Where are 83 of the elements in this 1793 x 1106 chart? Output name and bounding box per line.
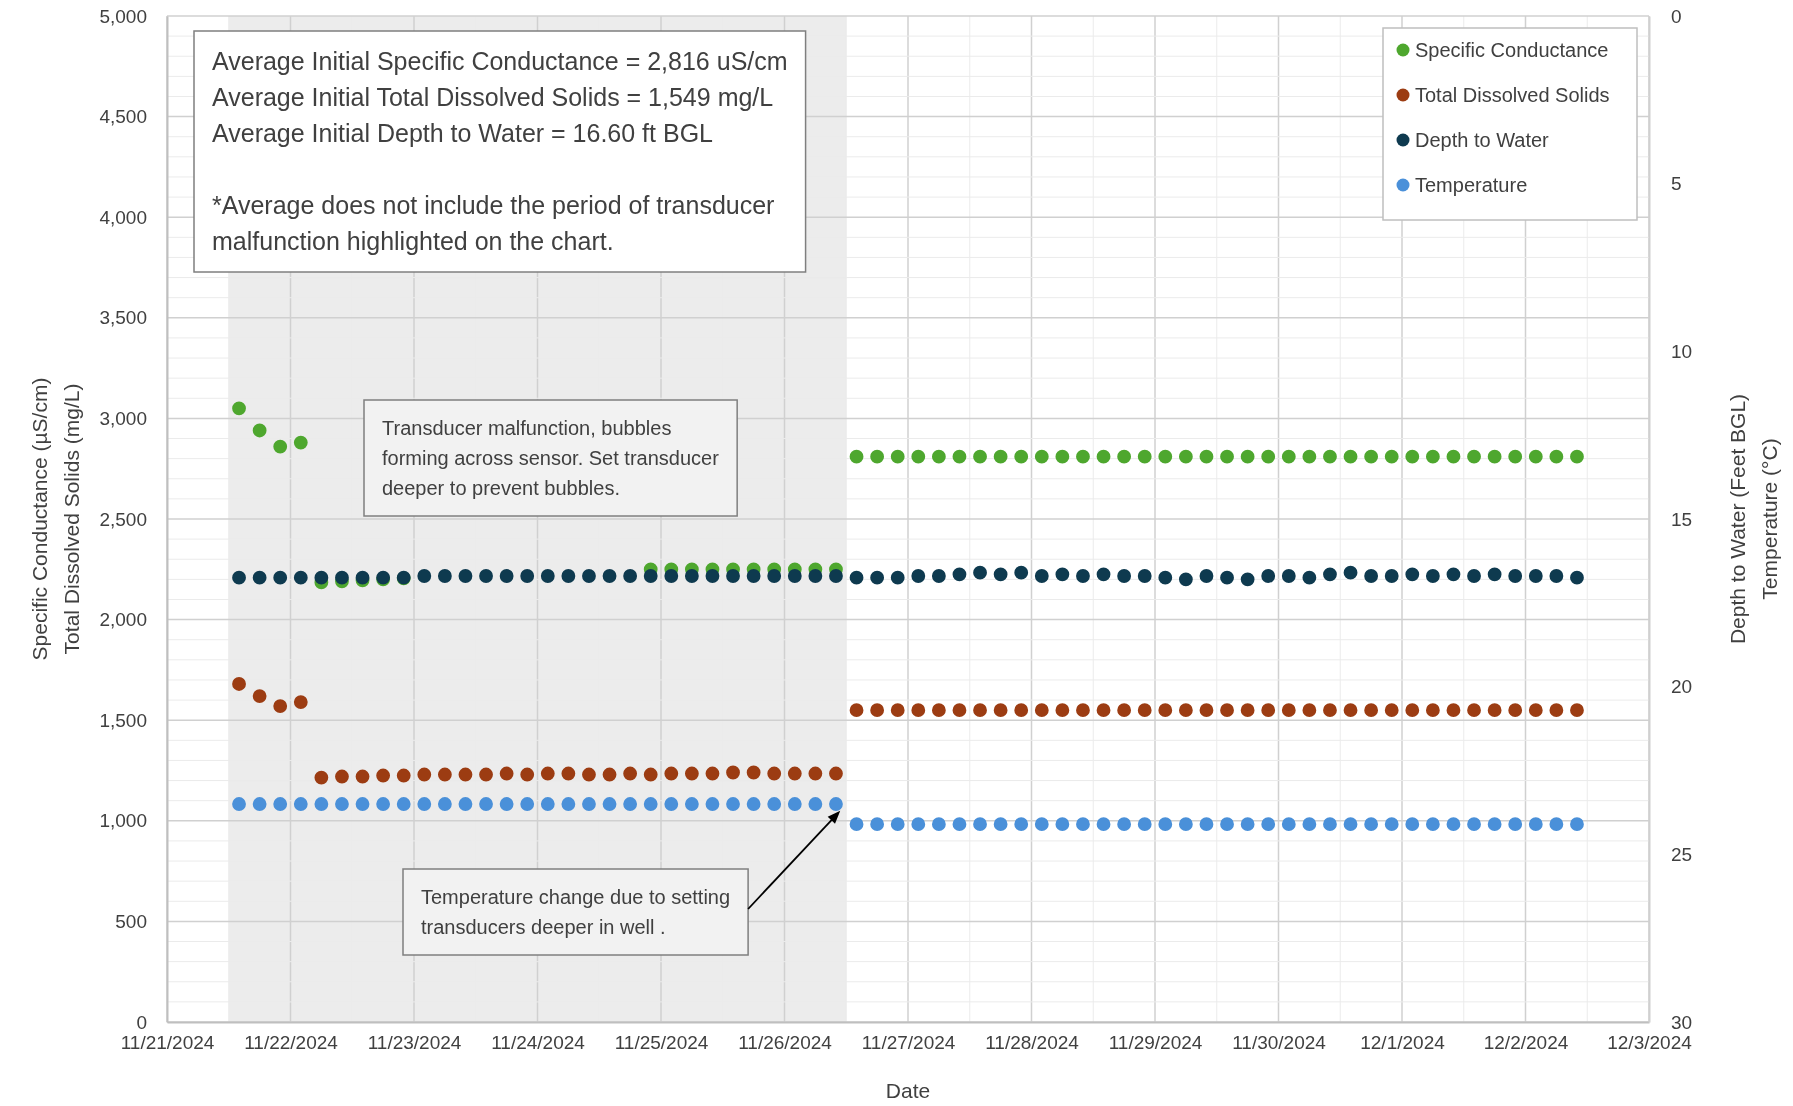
y2-tick-label: 0 [1671,5,1682,27]
y-tick-label: 0 [136,1011,147,1033]
point [273,439,288,454]
x-tick-label: 12/3/2024 [1607,1032,1693,1054]
point [1384,449,1399,464]
point [849,449,864,464]
point [931,449,946,464]
y-tick-label: 4,500 [99,106,147,128]
point [870,449,885,464]
point [1323,449,1337,464]
point [1158,449,1173,464]
point [1117,449,1132,464]
legend-label: Total Dissolved Solids [1415,84,1610,106]
x-tick-label: 11/26/2024 [738,1032,833,1054]
point [293,435,308,450]
point [1302,449,1317,464]
y-axis-title: Specific Conductance (µS/cm) Total Dissolved Solids (mg/L) [28,377,83,661]
x-tick-label: 11/23/2024 [367,1032,462,1054]
y-tick-label: 4,000 [99,206,147,228]
y-tick-label: 3,500 [99,307,147,329]
y-tick-label: 2,000 [99,609,147,631]
x-tick-label: 11/29/2024 [1108,1032,1203,1054]
legend-label: Depth to Water [1415,129,1550,151]
point [1364,449,1379,464]
point [1343,449,1358,464]
y2-axis-title: Depth to Water (Feet BGL) Temperature (°C) [1726,393,1781,645]
point [1261,449,1276,464]
y2-tick-label: 10 [1671,340,1693,362]
x-tick-label: 11/25/2024 [614,1032,709,1054]
point [1240,449,1255,464]
x-tick-label: 11/22/2024 [244,1032,339,1054]
point [1055,449,1070,464]
point [232,401,246,416]
point [993,449,1008,464]
point [890,449,905,464]
annotation: Transducer malfunction, bubbles forming across sensor. Set transducer deeper to prevent bubbles. [382,417,720,499]
point [1220,449,1234,464]
point [1014,449,1029,464]
x-tick-label: 11/27/2024 [861,1032,956,1054]
y2-tick-label: 15 [1671,508,1693,530]
y-tick-label: 500 [115,910,147,932]
y-tick-label: 1,500 [99,709,147,731]
y2-tick-label: 25 [1671,843,1693,865]
point [1178,449,1193,464]
note-box: Temperature change due to setting transducers deeper in well . [402,868,749,956]
y-tick-label: 3,000 [99,407,147,429]
annotation: Temperature change due to setting transducers deeper in well . [421,886,731,938]
point [1446,449,1461,464]
point [1281,449,1296,464]
y2-tick-label: 30 [1671,1011,1693,1033]
y-tick-label: 5,000 [99,5,147,27]
point [952,449,967,464]
point [1467,449,1481,464]
point [1549,449,1564,464]
point [252,423,267,438]
point [1528,449,1543,464]
y2-tick-label: 5 [1671,173,1682,195]
point [1137,449,1152,464]
x-tick-label: 11/24/2024 [491,1032,586,1054]
point [1199,449,1214,464]
y2-tick-label: 20 [1671,676,1693,698]
note-box: Average Initial Specific Conductance = 2,816 uS/cm Average Initial Total Dissolved Solids = 1,549 mg/L Average Initial Depth to Water = 16.60 ft BGL *Average does not include the period of transducer malfunction highlighted on the chart. [193,30,807,273]
note-box: Transducer malfunction, bubbles forming across sensor. Set transducer deeper to prevent bubbles. [363,399,738,517]
point [1034,449,1049,464]
point [1096,449,1111,464]
point [1570,449,1584,464]
y-tick-label: 1,000 [99,810,147,832]
point [1508,449,1523,464]
x-tick-label: 12/2/2024 [1483,1032,1569,1054]
point [1076,449,1090,464]
legend-label: Specific Conductance [1415,39,1609,61]
x-tick-label: 11/21/2024 [120,1032,215,1054]
x-tick-label: 11/30/2024 [1232,1032,1327,1054]
point [1487,449,1502,464]
y-tick-label: 2,500 [99,508,147,530]
point [973,449,987,464]
legend-label: Temperature [1415,174,1528,196]
x-axis-title: Date [885,1079,931,1102]
point [1405,449,1420,464]
point [1425,449,1440,464]
x-tick-label: 11/28/2024 [985,1032,1080,1054]
x-tick-label: 12/1/2024 [1360,1032,1446,1054]
point [911,449,926,464]
